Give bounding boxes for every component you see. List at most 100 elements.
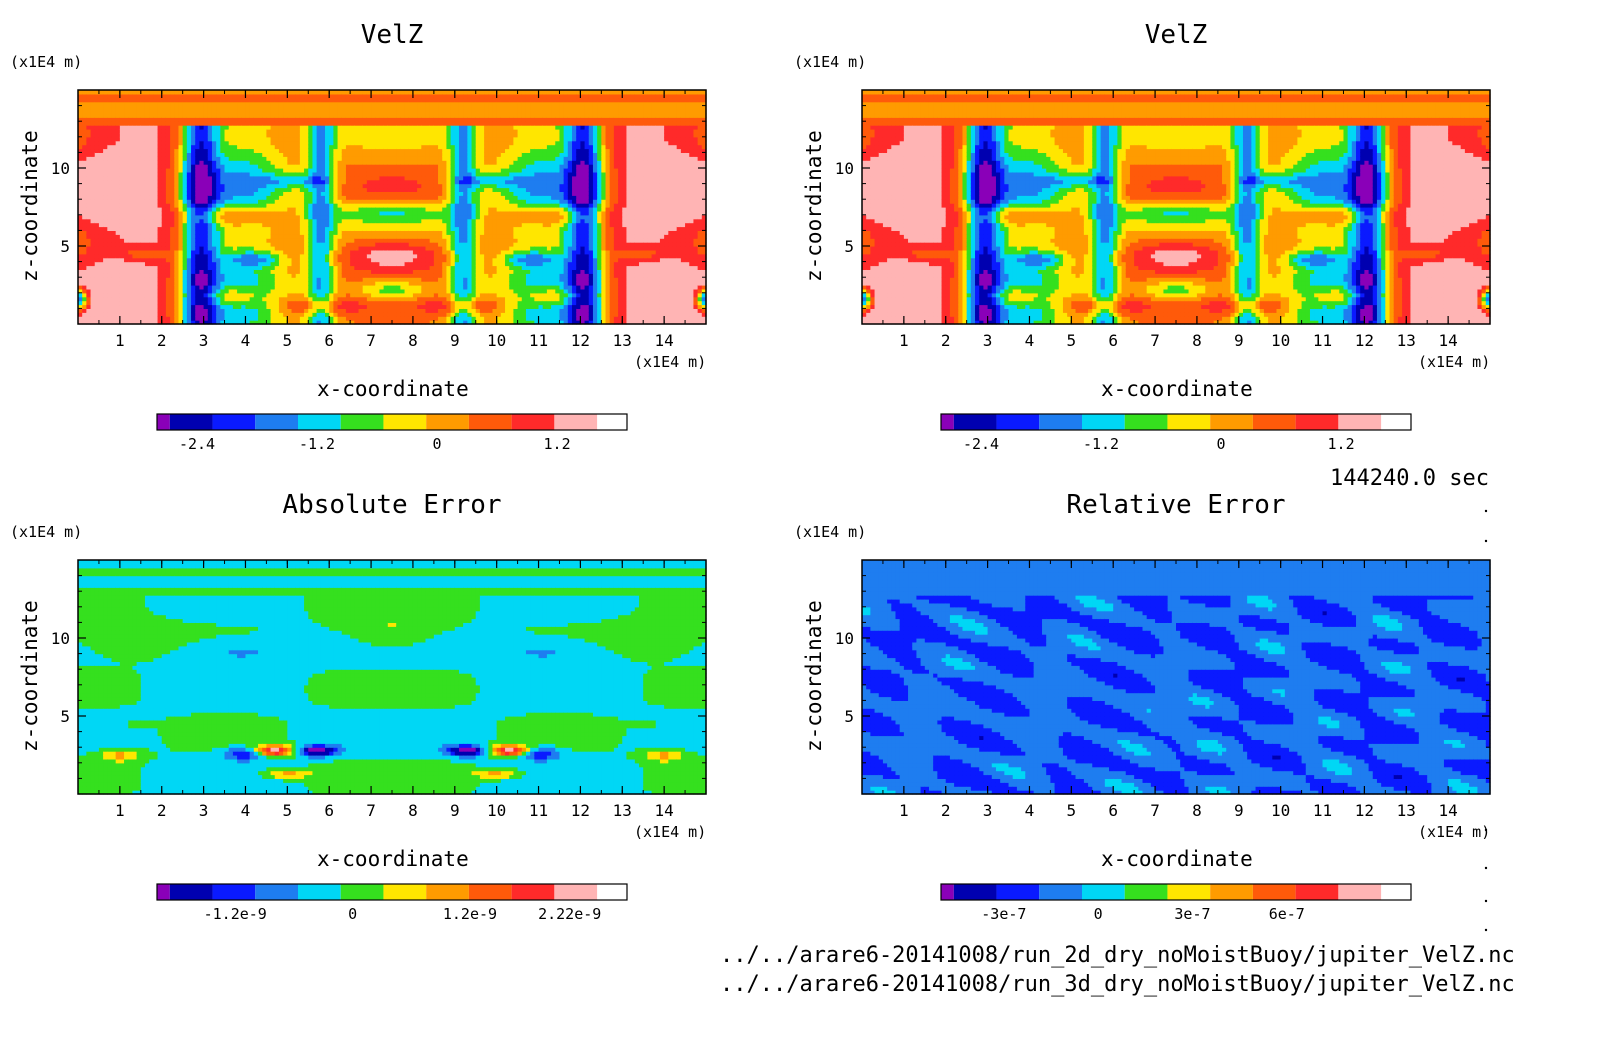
heatmap-cell xyxy=(199,288,205,294)
heatmap-cell xyxy=(308,160,314,165)
heatmap-cell xyxy=(396,121,401,126)
heatmap-cell xyxy=(149,179,154,185)
heatmap-cell xyxy=(232,148,238,153)
heatmap-cell xyxy=(358,148,364,153)
heatmap-cell xyxy=(258,109,263,114)
heatmap-cell xyxy=(182,199,188,204)
heatmap-cell xyxy=(258,129,263,134)
heatmap-cell xyxy=(94,93,100,99)
heatmap-cell xyxy=(119,249,125,255)
heatmap-cell xyxy=(90,316,96,321)
heatmap-cell xyxy=(358,222,364,228)
heatmap-cell xyxy=(103,207,108,212)
heatmap-cell xyxy=(312,148,318,153)
heatmap-cell xyxy=(404,132,410,138)
heatmap-cell xyxy=(375,234,381,239)
heatmap-cell xyxy=(392,226,397,231)
heatmap-cell xyxy=(337,144,343,150)
heatmap-cell xyxy=(299,207,305,212)
heatmap-cell xyxy=(203,203,209,208)
heatmap-cell xyxy=(291,136,297,142)
heatmap-cell xyxy=(182,222,188,228)
heatmap-cell xyxy=(199,320,205,325)
heatmap-cell xyxy=(86,312,92,317)
heatmap-cell xyxy=(107,316,113,321)
heatmap-cell xyxy=(312,164,318,169)
heatmap-cell xyxy=(90,320,96,325)
heatmap-cell xyxy=(237,316,242,321)
heatmap-cell xyxy=(270,160,276,165)
heatmap-cell xyxy=(241,257,247,263)
heatmap-cell xyxy=(392,207,397,212)
heatmap-cell xyxy=(82,175,87,181)
heatmap-cell xyxy=(421,277,427,282)
heatmap-cell xyxy=(253,144,259,150)
heatmap-cell xyxy=(82,242,87,247)
heatmap-cell xyxy=(362,90,368,95)
heatmap-cell xyxy=(325,218,330,224)
heatmap-cell xyxy=(128,93,134,99)
heatmap-cell xyxy=(224,125,230,130)
heatmap-cell xyxy=(241,183,247,189)
heatmap-cell xyxy=(140,164,146,169)
heatmap-cell xyxy=(98,129,104,134)
heatmap-cell xyxy=(387,265,393,270)
heatmap-cell xyxy=(182,90,188,95)
heatmap-cell xyxy=(312,171,318,177)
heatmap-cell xyxy=(140,179,146,185)
heatmap-cell xyxy=(136,207,142,212)
heatmap-cell xyxy=(249,316,255,321)
heatmap-cell xyxy=(333,234,339,239)
heatmap-cell xyxy=(144,210,150,216)
heatmap-cell xyxy=(220,129,226,134)
heatmap-cell xyxy=(379,249,385,255)
heatmap-cell xyxy=(350,101,355,107)
heatmap-cell xyxy=(400,195,406,200)
heatmap-cell xyxy=(366,132,372,138)
heatmap-cell xyxy=(178,207,184,212)
heatmap-cell xyxy=(283,210,288,216)
heatmap-cell xyxy=(366,113,372,118)
heatmap-cell xyxy=(392,320,397,325)
heatmap-cell xyxy=(304,121,309,126)
heatmap-cell xyxy=(316,187,322,192)
heatmap-cell xyxy=(178,101,184,107)
heatmap-cell xyxy=(178,164,184,169)
heatmap-cell xyxy=(358,316,364,321)
heatmap-cell xyxy=(358,265,364,270)
heatmap-cell xyxy=(253,132,259,138)
heatmap-cell xyxy=(345,218,351,224)
heatmap-cell xyxy=(241,97,247,103)
heatmap-cell xyxy=(387,316,393,321)
heatmap-cell xyxy=(408,175,414,181)
heatmap-cell xyxy=(392,105,397,111)
heatmap-cell xyxy=(417,105,422,111)
heatmap-cell xyxy=(329,226,334,231)
heatmap-cell xyxy=(157,152,163,157)
heatmap-cell xyxy=(400,144,406,150)
heatmap-cell xyxy=(224,168,230,173)
heatmap-cell xyxy=(241,125,247,130)
heatmap-cell xyxy=(312,160,318,165)
heatmap-cell xyxy=(266,316,272,321)
heatmap-cell xyxy=(136,132,142,138)
heatmap-cell xyxy=(128,304,134,309)
heatmap-cell xyxy=(291,97,297,103)
heatmap-cell xyxy=(333,207,339,212)
heatmap-cell xyxy=(283,160,288,165)
heatmap-cell xyxy=(304,125,309,130)
heatmap-cell xyxy=(295,234,301,239)
heatmap-cell xyxy=(266,93,272,99)
heatmap-cell xyxy=(128,238,134,243)
heatmap-cell xyxy=(128,288,134,294)
heatmap-cell xyxy=(207,214,213,220)
heatmap-cell xyxy=(274,90,280,95)
heatmap-cell xyxy=(191,214,196,220)
heatmap-cell xyxy=(220,288,226,294)
heatmap-cell xyxy=(220,277,226,282)
heatmap-cell xyxy=(249,285,255,290)
heatmap-cell xyxy=(111,249,117,255)
heatmap-cell xyxy=(90,273,96,278)
heatmap-cell xyxy=(207,281,213,286)
heatmap-cell xyxy=(375,242,381,247)
